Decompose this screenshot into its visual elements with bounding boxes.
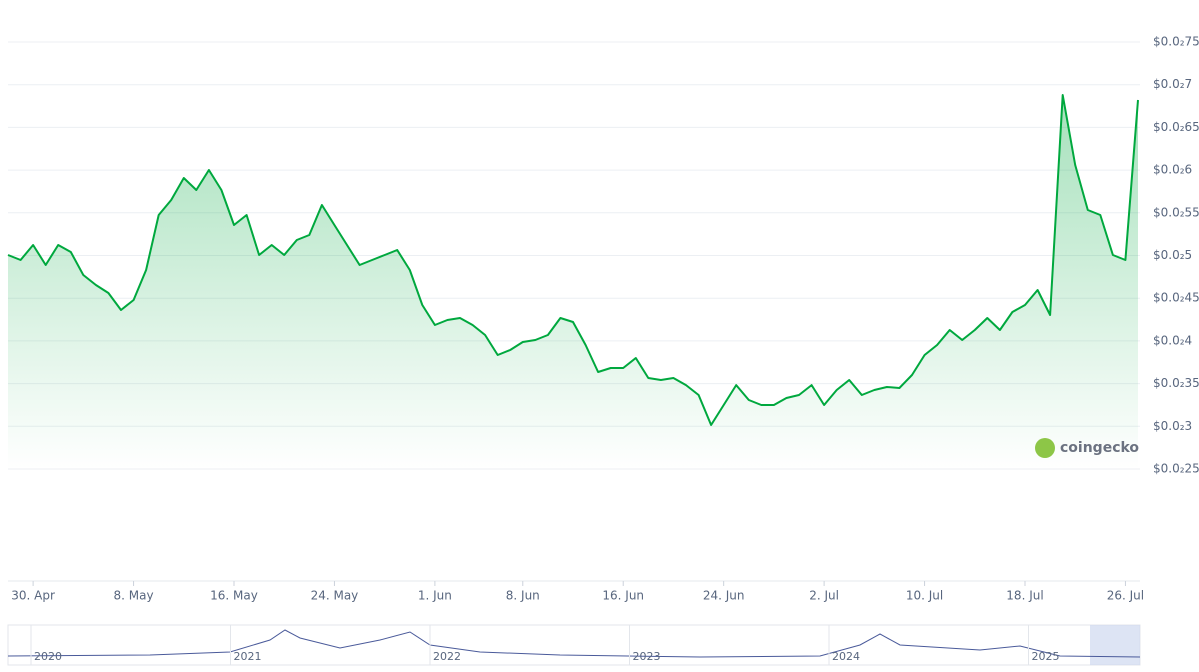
- navigator-label: 2020: [34, 650, 62, 663]
- navigator-label: 2021: [234, 650, 262, 663]
- x-tick-label: 1. Jun: [418, 589, 452, 603]
- y-tick-label: $0.0₂4: [1153, 333, 1192, 347]
- x-tick-label: 26. Jul: [1107, 589, 1144, 603]
- navigator-label: 2023: [633, 650, 661, 663]
- x-tick-label: 16. May: [210, 589, 258, 603]
- y-tick-label: $0.0₂3: [1153, 419, 1192, 433]
- x-tick-label: 10. Jul: [906, 589, 943, 603]
- navigator-window[interactable]: [1090, 625, 1140, 665]
- y-tick-label: $0.0₂6: [1153, 163, 1192, 177]
- navigator: [7, 624, 1141, 666]
- x-tick-label: 16. Jun: [602, 589, 644, 603]
- x-tick-label: 8. Jun: [506, 589, 540, 603]
- y-tick-label: $0.0₂45: [1153, 291, 1199, 305]
- x-tick-label: 24. Jun: [703, 589, 745, 603]
- y-tick-label: $0.0₂7: [1153, 77, 1192, 91]
- x-tick-label: 30. Apr: [11, 589, 55, 603]
- watermark: coingecko: [1060, 440, 1139, 456]
- y-tick-label: $0.0₂25: [1153, 462, 1199, 476]
- x-tick-label: 24. May: [311, 589, 359, 603]
- navigator-label: 2024: [832, 650, 860, 663]
- x-tick-label: 8. May: [114, 589, 154, 603]
- navigator-label: 2022: [433, 650, 461, 663]
- y-tick-label: $0.0₂35: [1153, 376, 1199, 390]
- y-tick-label: $0.0₂5: [1153, 248, 1192, 262]
- y-tick-label: $0.0₂75: [1153, 35, 1199, 49]
- price-line: [7, 94, 1139, 426]
- y-tick-label: $0.0₂65: [1153, 120, 1199, 134]
- navigator-label: 2025: [1032, 650, 1060, 663]
- y-tick-label: $0.0₂55: [1153, 205, 1199, 219]
- navigator-line: [7, 629, 1141, 658]
- logo: [1035, 438, 1055, 458]
- x-tick-label: 18. Jul: [1006, 589, 1043, 603]
- area: [8, 95, 1138, 469]
- x-tick-label: 2. Jul: [809, 589, 839, 603]
